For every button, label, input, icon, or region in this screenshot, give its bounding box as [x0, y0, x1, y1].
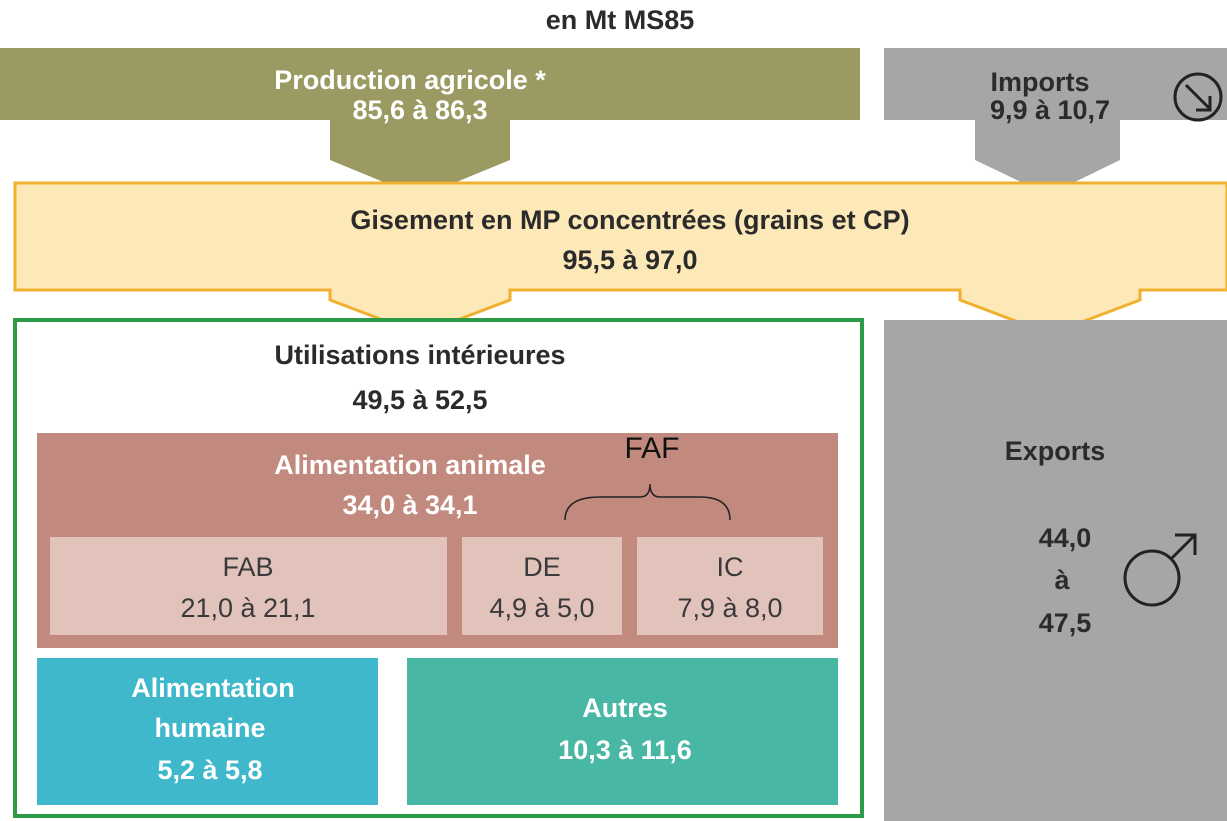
ic-box [637, 537, 823, 635]
export-icon [1123, 533, 1197, 607]
value: 5,2 à 5,8 [157, 755, 262, 785]
label: Autres [582, 693, 668, 723]
value: à [1054, 565, 1070, 595]
label: Gisement en MP concentrées (grains et CP… [350, 205, 909, 235]
fab-box [50, 537, 447, 635]
value: 49,5 à 52,5 [352, 385, 487, 415]
arrow [975, 120, 1120, 195]
value: 44,0 [1039, 523, 1092, 553]
exports-box [884, 320, 1227, 821]
value: 47,5 [1039, 608, 1092, 638]
label: Exports [1005, 436, 1106, 466]
humaine-box [37, 658, 378, 805]
value: 85,6 à 86,3 [352, 95, 487, 125]
import-icon [1173, 72, 1223, 122]
label: DE [523, 552, 561, 582]
title: en Mt MS85 [546, 5, 695, 35]
label: humaine [154, 713, 265, 743]
imports-box [884, 48, 1227, 120]
value: 34,0 à 34,1 [342, 490, 477, 520]
arrow [330, 120, 510, 197]
production-box [0, 48, 860, 120]
value: 95,5 à 97,0 [562, 245, 697, 275]
value: 9,9 à 10,7 [990, 95, 1110, 125]
brace [564, 483, 731, 521]
gisement-band [13, 181, 1227, 336]
value: 7,9 à 8,0 [677, 593, 782, 623]
label: FAB [222, 552, 273, 582]
label: Utilisations intérieures [274, 340, 565, 370]
value: 10,3 à 11,6 [558, 735, 692, 765]
autres-box [407, 658, 838, 805]
faf-label: FAF [624, 432, 679, 465]
value: 21,0 à 21,1 [180, 593, 315, 623]
label: IC [717, 552, 744, 582]
de-box [462, 537, 622, 635]
label: Alimentation [131, 673, 295, 703]
label: Production agricole * [274, 65, 546, 95]
label: Alimentation animale [274, 450, 546, 480]
label: Imports [990, 67, 1089, 97]
value: 4,9 à 5,0 [489, 593, 594, 623]
